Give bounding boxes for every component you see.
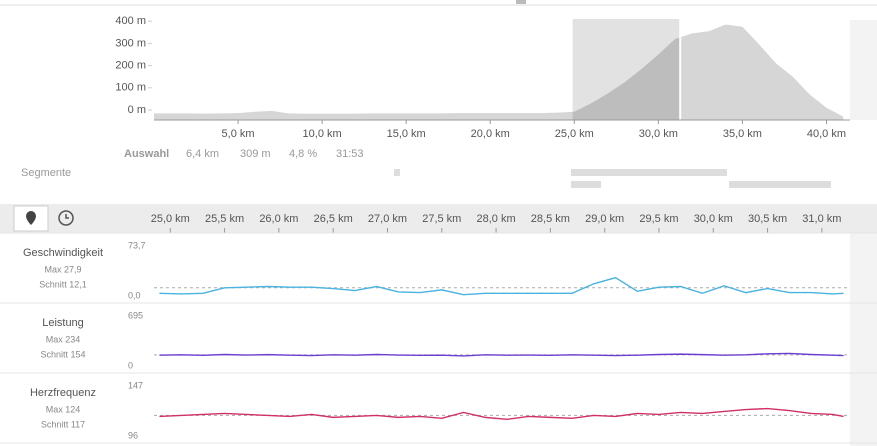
panel-avg: Schnitt 117 bbox=[41, 419, 85, 429]
x-tick-label: 5,0 km bbox=[222, 128, 255, 140]
panel-title: Leistung bbox=[42, 317, 84, 329]
selection-grade: 4,8 % bbox=[289, 148, 317, 160]
selection-label: Auswahl bbox=[124, 148, 169, 160]
x-tick-label: 26,0 km bbox=[259, 213, 298, 225]
x-tick-label: 40,0 km bbox=[807, 128, 846, 140]
panel-max: Max 27,9 bbox=[44, 264, 81, 274]
segment[interactable] bbox=[394, 169, 400, 176]
x-tick-label: 30,0 km bbox=[694, 213, 733, 225]
y-tick-label: 695 bbox=[128, 310, 143, 320]
y-tick-label: 0 bbox=[128, 360, 133, 370]
x-tick-label: 27,5 km bbox=[422, 213, 461, 225]
x-tick-label: 10,0 km bbox=[303, 128, 342, 140]
x-tick-label: 28,5 km bbox=[531, 213, 570, 225]
x-tick-label: 15,0 km bbox=[387, 128, 426, 140]
x-tick-label: 20,0 km bbox=[471, 128, 510, 140]
y-tick-label: 100 m bbox=[115, 82, 146, 94]
x-tick-label: 29,5 km bbox=[639, 213, 678, 225]
y-tick-label: 147 bbox=[128, 380, 143, 390]
y-tick-label: 300 m bbox=[115, 37, 146, 49]
drag-handle[interactable] bbox=[516, 0, 526, 4]
x-tick-label: 35,0 km bbox=[723, 128, 762, 140]
y-tick-label: 200 m bbox=[115, 60, 146, 72]
segment[interactable] bbox=[729, 181, 831, 188]
toolbar bbox=[0, 204, 877, 233]
selection-distance: 6,4 km bbox=[186, 148, 219, 160]
x-tick-label: 29,0 km bbox=[585, 213, 624, 225]
y-tick-label: 0 m bbox=[128, 104, 146, 116]
location-icon bbox=[26, 211, 36, 225]
x-tick-label: 30,5 km bbox=[748, 213, 787, 225]
segment[interactable] bbox=[571, 169, 727, 176]
x-tick-label: 31,0 km bbox=[802, 213, 841, 225]
side-strip bbox=[850, 233, 877, 446]
elevation-area-selected bbox=[572, 37, 681, 120]
series-line bbox=[159, 276, 844, 296]
y-tick-label: 96 bbox=[128, 430, 138, 440]
panel-title: Geschwindigkeit bbox=[23, 247, 103, 259]
clock-hand bbox=[65, 214, 69, 219]
x-tick-label: 25,5 km bbox=[205, 213, 244, 225]
y-tick-label: 73,7 bbox=[128, 240, 146, 250]
x-tick-label: 28,0 km bbox=[477, 213, 516, 225]
side-strip bbox=[850, 20, 877, 120]
segments-label: Segmente bbox=[21, 167, 71, 179]
y-tick-label: 0,0 bbox=[128, 290, 141, 300]
y-tick-label: 400 m bbox=[115, 15, 146, 27]
x-tick-label: 26,5 km bbox=[314, 213, 353, 225]
panel-max: Max 234 bbox=[46, 334, 81, 344]
panel-title: Herzfrequenz bbox=[30, 387, 96, 399]
panel-max: Max 124 bbox=[46, 404, 81, 414]
selection-climb: 309 m bbox=[240, 148, 271, 160]
panel-avg: Schnitt 12,1 bbox=[39, 279, 87, 289]
segment[interactable] bbox=[571, 181, 601, 188]
x-tick-label: 30,0 km bbox=[639, 128, 678, 140]
panel-avg: Schnitt 154 bbox=[40, 349, 85, 359]
clock-button[interactable] bbox=[58, 210, 74, 226]
x-tick-label: 27,0 km bbox=[368, 213, 407, 225]
selection-time: 31:53 bbox=[336, 148, 364, 160]
x-tick-label: 25,0 km bbox=[555, 128, 594, 140]
series-line bbox=[159, 407, 844, 421]
series-line bbox=[159, 352, 844, 357]
x-tick-label: 25,0 km bbox=[151, 213, 190, 225]
